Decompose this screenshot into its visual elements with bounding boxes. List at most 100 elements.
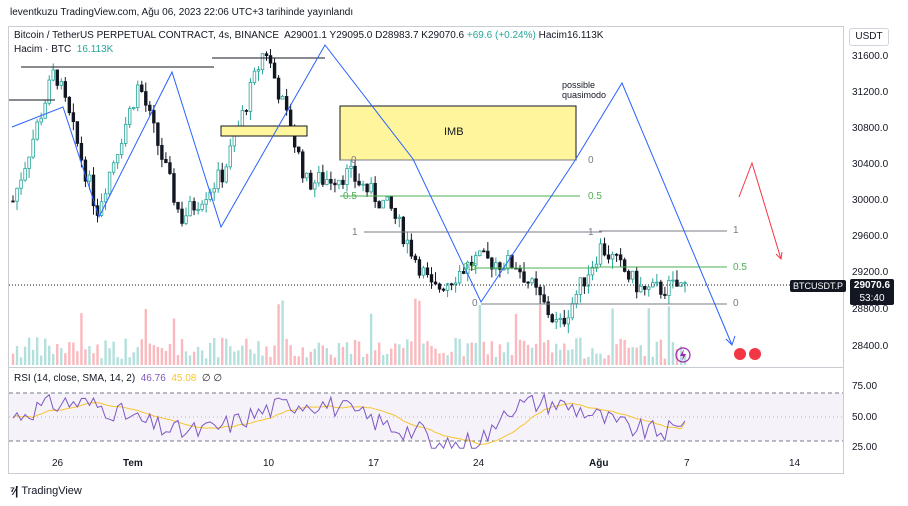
candle	[538, 286, 542, 296]
volume-bar	[225, 338, 228, 365]
volume-bar	[301, 347, 304, 365]
candle	[63, 81, 68, 98]
volume-bar	[152, 345, 156, 365]
candle	[401, 216, 406, 245]
footer-brand[interactable]: ⁷⁄| TradingView	[10, 484, 82, 498]
volume-bar	[426, 341, 429, 365]
rsi-legend: RSI (14, close, SMA, 14, 2) 46.76 45.08 …	[14, 373, 222, 384]
pane-separator	[8, 367, 844, 368]
candle	[522, 271, 526, 283]
candle	[534, 278, 538, 288]
price-chart[interactable]	[9, 27, 843, 367]
candle	[626, 270, 631, 280]
volume-bar	[675, 348, 679, 365]
price-tick: 28800.0	[852, 304, 889, 315]
volume-bar	[317, 342, 321, 365]
volume-bars	[11, 298, 687, 365]
candle	[421, 267, 426, 276]
volume-bar	[269, 356, 272, 365]
volume-bar	[108, 348, 111, 365]
rsi-ma-line	[12, 402, 686, 445]
candle	[550, 314, 554, 323]
candle	[180, 208, 184, 224]
volume-bar	[233, 351, 236, 365]
candle	[132, 107, 136, 109]
volume-bar	[277, 304, 280, 365]
candle	[361, 183, 365, 186]
candle	[498, 262, 502, 270]
candle	[184, 215, 188, 224]
candle	[284, 96, 289, 111]
volume-bar	[168, 344, 172, 365]
candle	[341, 179, 345, 185]
candle	[546, 301, 550, 316]
candle	[441, 288, 446, 291]
candle	[357, 180, 361, 186]
price-tick: 29200.0	[852, 267, 889, 278]
candle	[152, 110, 156, 124]
candle	[51, 69, 55, 81]
candle	[196, 209, 200, 211]
volume-bar	[88, 346, 91, 365]
rsi-value: 46.76	[140, 373, 166, 384]
candle	[47, 79, 51, 104]
candle	[228, 145, 232, 168]
volume-bar	[237, 350, 240, 365]
volume-bar	[530, 347, 534, 365]
volume-bar	[382, 354, 385, 365]
publish-line: leventkuzu TradingView.com, Ağu 06, 2023…	[10, 7, 354, 18]
possible-label: possible	[562, 80, 596, 90]
candle	[329, 178, 333, 184]
rsi-extra: ∅ ∅	[201, 373, 223, 384]
candle	[659, 281, 663, 295]
candle	[144, 91, 148, 106]
zigzag-line	[11, 44, 733, 346]
candle	[321, 172, 325, 185]
candle	[27, 156, 31, 169]
volume-bar	[11, 353, 15, 365]
volume-bar	[35, 337, 39, 365]
candle	[252, 70, 257, 83]
volume-bar	[80, 313, 83, 365]
candle	[365, 183, 369, 193]
candle	[43, 102, 47, 119]
volume-bar	[446, 355, 449, 365]
candle	[67, 96, 72, 114]
volume-bar	[526, 344, 530, 365]
volume-bar	[667, 306, 671, 365]
volume-bar	[534, 343, 538, 365]
time-tick: 14	[789, 458, 801, 469]
currency-button[interactable]: USDT	[849, 28, 889, 46]
candle	[490, 257, 494, 270]
candle	[256, 69, 261, 72]
volume-bar	[208, 342, 212, 365]
rsi-chart[interactable]	[9, 368, 843, 453]
candle	[11, 200, 15, 203]
flag-icon	[749, 348, 761, 360]
candle	[397, 216, 401, 219]
volume-value: 16.113K	[76, 44, 114, 55]
candle	[325, 178, 329, 185]
volume-bar	[506, 342, 510, 365]
candle	[389, 196, 393, 209]
candle	[667, 280, 671, 296]
candle	[280, 96, 285, 100]
candle	[345, 168, 349, 185]
volume-bar	[265, 346, 268, 365]
volume-bar	[19, 357, 23, 365]
volume-bar	[27, 337, 31, 365]
candle	[127, 108, 132, 125]
candle	[635, 270, 639, 293]
candle	[606, 254, 611, 260]
candle	[578, 277, 583, 295]
candle	[353, 165, 357, 182]
price-tick: 30000.0	[852, 195, 889, 206]
candle	[622, 259, 627, 272]
candle	[554, 319, 558, 323]
candle	[542, 294, 546, 303]
projection-arrowhead	[725, 335, 736, 346]
volume-bar	[546, 340, 550, 365]
candle	[297, 146, 301, 153]
candle	[602, 243, 607, 256]
volume-bar	[325, 348, 329, 365]
